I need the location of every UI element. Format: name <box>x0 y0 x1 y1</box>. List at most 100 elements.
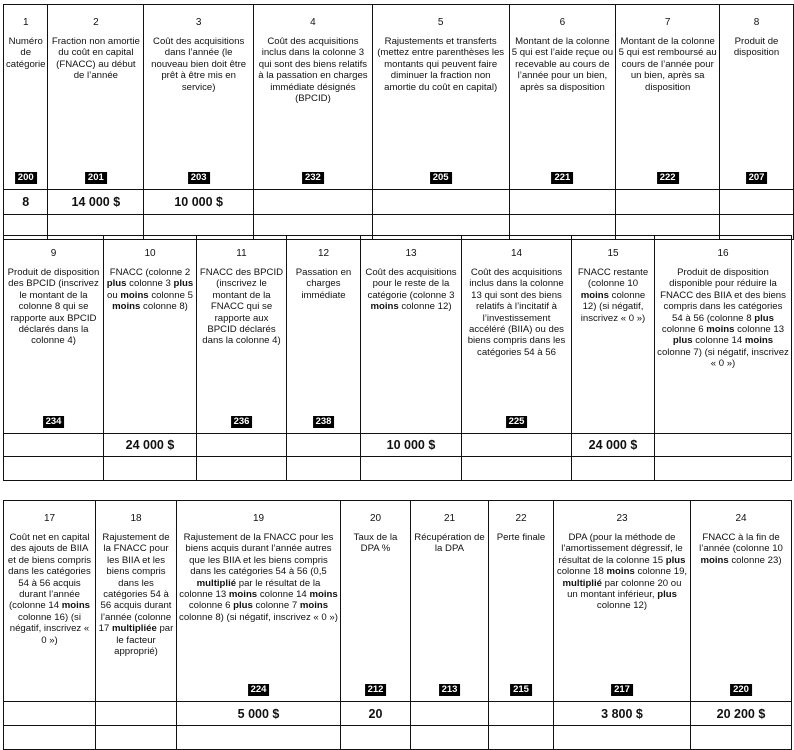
value-field-col-8[interactable] <box>719 189 794 215</box>
value-field-col-16[interactable] <box>654 433 792 457</box>
value-field-col-7[interactable] <box>615 189 721 215</box>
description-text: Taux de la DPA % <box>353 532 398 555</box>
description-text: Récupération de la DPA <box>414 532 485 555</box>
description-text: colonne 19, <box>634 566 688 578</box>
description-text: colonne 18 <box>556 566 607 578</box>
description-text: colonne 8) <box>140 301 188 313</box>
column-description: Rajustement de la FNACC pour les BIIA et… <box>96 532 176 657</box>
line-code-badge: 205 <box>429 172 452 184</box>
description-text: Coût des acquisitions dans l’année (le n… <box>151 36 247 93</box>
column-description: Récupération de la DPA <box>411 532 488 555</box>
blank-field-col-20[interactable] <box>340 725 411 750</box>
value-field-col-2[interactable]: 14 000 $ <box>47 189 145 215</box>
description-text: FNACC à la fin de l’année (colonne 10 <box>699 532 783 555</box>
column-number: 3 <box>195 17 202 28</box>
blank-field-col-22[interactable] <box>488 725 554 750</box>
column-description: Produit de disposition disponible pour r… <box>655 267 791 370</box>
value-field-col-19[interactable]: 5 000 $ <box>176 701 341 726</box>
value-field-col-14[interactable] <box>461 433 572 457</box>
value-field-col-21[interactable] <box>410 701 489 726</box>
line-code-badge: 200 <box>14 172 37 184</box>
column-header-24: 24 FNACC à la fin de l’année (colonne 10 … <box>690 500 792 702</box>
blank-field-col-10[interactable] <box>103 456 197 481</box>
column-header-19: 19 Rajustement de la FNACC pour les biens… <box>176 500 341 702</box>
bold-operator: moins <box>120 289 149 301</box>
value-field-col-6[interactable] <box>508 189 617 215</box>
description-text: colonne 14 <box>692 335 745 347</box>
blank-field-col-19[interactable] <box>176 725 341 750</box>
column-description: Fraction non amortie du coût en capital … <box>48 36 143 82</box>
column-header-17: 17 Coût net en capital des ajouts de BIIA… <box>3 500 96 702</box>
value-field-col-24[interactable]: 20 200 $ <box>690 701 792 726</box>
description-text: Rajustements et transferts (mettez entre… <box>377 36 505 93</box>
bold-operator: moins <box>299 600 329 612</box>
blank-field-col-16[interactable] <box>654 456 792 481</box>
column-header-14: 14 Coût des acquisitions inclus dans la c… <box>461 235 572 434</box>
value-field-col-13[interactable]: 10 000 $ <box>360 433 462 457</box>
value-field-col-12[interactable] <box>286 433 361 457</box>
column-header-6: 6 Montant de la colonne 5 qui est l’aide … <box>508 4 617 190</box>
description-text: Coût des acquisitions inclus dans la col… <box>467 267 566 358</box>
description-text: Coût des acquisitions pour le reste de l… <box>365 267 457 301</box>
bold-operator: moins <box>370 301 399 313</box>
bold-operator: plus <box>665 554 686 566</box>
bold-operator: moins <box>744 335 774 347</box>
description-text: par colonne 20 ou un montant inférieur, <box>567 577 682 601</box>
bold-operator: plus <box>657 589 677 601</box>
line-code-badge: 232 <box>301 172 324 184</box>
description-text: colonne 5 <box>148 289 193 301</box>
blank-field-col-13[interactable] <box>360 456 462 481</box>
value-field-col-20[interactable]: 20 <box>340 701 411 726</box>
column-number: 21 <box>443 513 456 524</box>
blank-field-col-17[interactable] <box>3 725 96 750</box>
description-text: FNACC (colonne 2 <box>109 267 191 278</box>
line-code-badge: 236 <box>230 416 253 428</box>
column-description: Coût des acquisitions dans l’année (le n… <box>144 36 253 93</box>
value-field-col-5[interactable] <box>371 189 510 215</box>
column-description: Numéro de catégorie <box>4 36 47 70</box>
value-field-col-3[interactable]: 10 000 $ <box>143 189 255 215</box>
value-field-col-18[interactable] <box>95 701 177 726</box>
value-field-col-22[interactable] <box>488 701 554 726</box>
blank-field-col-15[interactable] <box>571 456 655 481</box>
value-field-col-15[interactable]: 24 000 $ <box>571 433 655 457</box>
value-field-col-11[interactable] <box>196 433 287 457</box>
column-header-1: 1 Numéro de catégorie 200 <box>2 4 49 190</box>
value-field-col-17[interactable] <box>3 701 96 726</box>
column-number: 15 <box>607 248 619 259</box>
line-code-badge: 201 <box>84 172 107 184</box>
line-code-badge: 212 <box>364 684 387 696</box>
column-number: 4 <box>310 17 316 28</box>
value-field-col-23[interactable]: 3 800 $ <box>553 701 691 726</box>
blank-field-col-14[interactable] <box>461 456 572 481</box>
description-text: Perte finale <box>496 532 546 543</box>
column-description: Produit de disposition <box>720 36 793 59</box>
value-field-col-1[interactable]: 8 <box>2 189 49 215</box>
form-table-2: 9 Produit de disposition des BPCID (inscr… <box>3 235 792 481</box>
column-header-8: 8 Produit de disposition 207 <box>719 4 794 190</box>
description-text: FNACC des BPCID (inscrivez le montant de… <box>199 267 284 347</box>
blank-field-col-9[interactable] <box>3 456 104 481</box>
description-text: colonne 8) (si négatif, inscrivez « 0 ») <box>179 611 338 623</box>
bold-operator: moins <box>700 554 729 566</box>
column-description: Montant de la colonne 5 qui est rembours… <box>616 36 719 93</box>
value-field-col-9[interactable] <box>3 433 104 457</box>
column-header-12: 12 Passation en charges immédiate 238 <box>286 235 361 434</box>
blank-field-col-21[interactable] <box>410 725 489 750</box>
column-description: Rajustement de la FNACC pour les biens a… <box>177 532 340 623</box>
column-header-9: 9 Produit de disposition des BPCID (inscr… <box>3 235 104 434</box>
column-description: Coût des acquisitions inclus dans la col… <box>462 267 571 358</box>
blank-field-col-11[interactable] <box>196 456 287 481</box>
blank-field-col-24[interactable] <box>690 725 792 750</box>
blank-field-col-23[interactable] <box>553 725 691 750</box>
column-header-3: 3 Coût des acquisitions dans l’année (le … <box>143 4 255 190</box>
column-number: 7 <box>664 17 671 28</box>
blank-field-col-18[interactable] <box>95 725 177 750</box>
blank-field-col-12[interactable] <box>286 456 361 481</box>
column-number: 23 <box>616 513 628 524</box>
column-header-11: 11 FNACC des BPCID (inscrivez le montant … <box>196 235 287 434</box>
value-field-col-4[interactable] <box>253 189 373 215</box>
line-code-badge: 234 <box>42 416 65 428</box>
value-field-col-10[interactable]: 24 000 $ <box>103 433 197 457</box>
bold-operator: moins <box>228 589 258 601</box>
